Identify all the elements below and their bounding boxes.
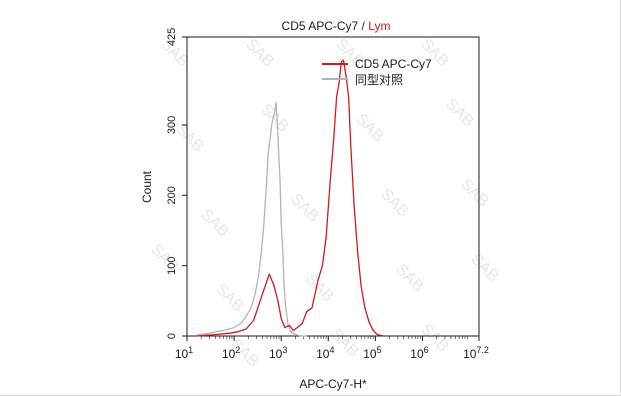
- x-tick-label: 103: [269, 345, 287, 361]
- y-tick-label: 300: [166, 116, 178, 134]
- x-tick-label: 104: [316, 345, 334, 361]
- watermark-text: SAB: [392, 261, 427, 296]
- watermark-text: SAB: [327, 326, 362, 361]
- x-tick-label: 105: [363, 345, 381, 361]
- y-tick-label: 425: [166, 28, 178, 46]
- legend-label-cd5: CD5 APC-Cy7: [355, 57, 432, 71]
- legend-label-isotype: 同型对照: [355, 73, 403, 87]
- chart-legend: CD5 APC-Cy7 同型对照: [322, 57, 432, 87]
- y-axis-ticks: 0 100 200 300 425: [166, 28, 187, 339]
- y-axis-label: Count: [140, 170, 154, 203]
- watermark-text: SAB: [212, 281, 247, 316]
- watermark-text: SAB: [352, 111, 387, 146]
- x-tick-label: 102: [222, 345, 240, 361]
- watermark-text: SAB: [242, 36, 277, 71]
- watermark-text: SAB: [257, 101, 292, 136]
- plot-area-frame: [186, 36, 480, 337]
- x-tick-label: 101: [175, 345, 193, 361]
- y-tick-label: 0: [166, 333, 178, 339]
- chart-title-accent: Lym: [368, 19, 390, 33]
- watermark-text: SAB: [287, 191, 322, 226]
- chart-title-separator: /: [358, 19, 368, 33]
- watermark-text: SAB: [457, 176, 492, 211]
- x-axis-label: APC-Cy7-H*: [299, 377, 367, 391]
- watermark-text: SAB: [442, 96, 477, 131]
- y-tick-label: 100: [166, 256, 178, 274]
- watermark-text: SAB: [197, 206, 232, 241]
- chart-title-main: CD5 APC-Cy7: [282, 19, 359, 33]
- y-tick-label: 200: [166, 186, 178, 204]
- x-tick-label: 106: [410, 345, 428, 361]
- x-tick-label: 107.2: [463, 345, 489, 361]
- x-axis-ticks: 101 102 103 104 105 106 107.2: [175, 336, 489, 361]
- series-line-cd5: [196, 59, 384, 337]
- chart-title: CD5 APC-Cy7 / Lym: [282, 19, 391, 33]
- watermark-text: SAB: [467, 251, 502, 286]
- series-layer: [196, 59, 384, 337]
- watermark-text: SAB: [377, 186, 412, 221]
